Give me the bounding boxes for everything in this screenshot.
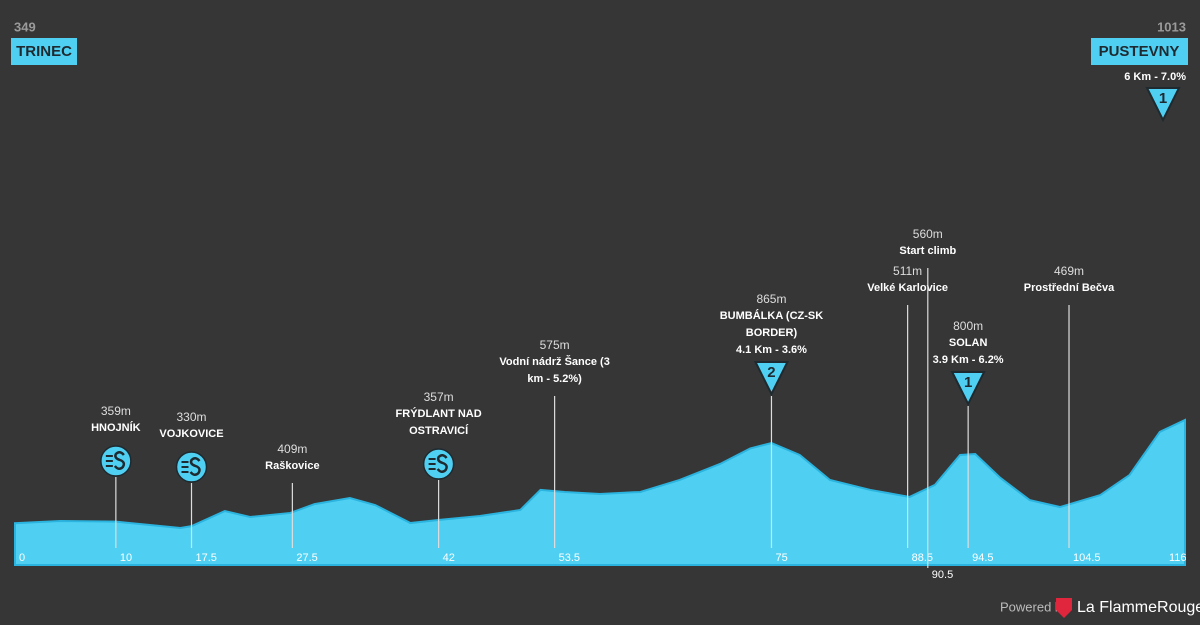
waypoint-elevation: 469m xyxy=(1054,264,1084,278)
waypoint-name: BUMBÁLKA (CZ-SK xyxy=(720,309,824,322)
x-tick-label: 90.5 xyxy=(932,569,953,581)
finish-name: PUSTEVNY xyxy=(1099,43,1180,60)
brand-name: La FlammeRouge xyxy=(1077,599,1200,616)
waypoint-name: km - 5.2%) xyxy=(527,373,582,385)
climb-info: 4.1 Km - 3.6% xyxy=(736,344,807,356)
sprint-icon xyxy=(422,448,455,480)
x-tick-label: 94.5 xyxy=(972,552,993,564)
waypoint-name: Start climb xyxy=(899,245,956,257)
kom-icon xyxy=(753,361,790,397)
sprint-icon-s xyxy=(189,457,201,476)
kom-category: 1 xyxy=(964,374,972,391)
waypoint-elevation: 330m xyxy=(176,410,206,424)
waypoint-elevation: 357m xyxy=(424,390,454,404)
x-tick-label: 10 xyxy=(120,552,132,564)
waypoint-name: FRÝDLANT NAD xyxy=(396,407,482,420)
climb-info: 3.9 Km - 6.2% xyxy=(933,354,1004,366)
powered-by: Powered by xyxy=(1000,599,1069,614)
sprint-icon xyxy=(175,451,208,483)
waypoint-name: BORDER) xyxy=(746,327,798,339)
x-tick-label: 0 xyxy=(19,552,25,564)
kom-icon xyxy=(950,371,986,407)
waypoint-name: HNOJNÍK xyxy=(91,421,141,434)
waypoint-name: OSTRAVICÍ xyxy=(409,424,469,437)
start-name: TRINEC xyxy=(16,43,72,60)
waypoint-elevation: 575m xyxy=(540,338,570,352)
finish-climb: 6 Km - 7.0% xyxy=(1124,71,1186,83)
sprint-icon-s xyxy=(436,454,448,473)
x-tick-label: 42 xyxy=(443,552,455,564)
x-tick-label: 75 xyxy=(775,552,787,564)
sprint-icon-s xyxy=(113,451,126,470)
waypoint-name: Vodní nádrž Šance (3 xyxy=(499,355,609,368)
waypoint-name: Raškovice xyxy=(265,460,319,472)
elevation-area xyxy=(14,418,1186,566)
x-tick-label: 88.5 xyxy=(912,552,933,564)
waypoint-name: VOJKOVICE xyxy=(159,428,223,440)
start-elevation: 349 xyxy=(14,19,36,34)
waypoint-elevation: 359m xyxy=(101,404,131,418)
waypoint-elevation: 560m xyxy=(913,227,943,241)
kom-category: 2 xyxy=(767,364,775,381)
waypoint-elevation: 800m xyxy=(953,319,983,333)
brand-logo xyxy=(1056,598,1072,618)
finish-box xyxy=(1091,38,1188,65)
x-tick-label: 104.5 xyxy=(1073,552,1101,564)
start-box xyxy=(11,38,77,65)
waypoint-name: Prostřední Bečva xyxy=(1024,282,1115,294)
x-tick-label: 27.5 xyxy=(296,552,317,564)
waypoint-name: SOLAN xyxy=(949,337,988,349)
waypoint-elevation: 865m xyxy=(756,292,786,306)
x-tick-label: 53.5 xyxy=(559,552,580,564)
sprint-icon xyxy=(100,445,132,477)
waypoint-name: Velké Karlovice xyxy=(867,282,948,294)
waypoint-elevation: 511m xyxy=(893,264,922,278)
x-tick-label: 17.5 xyxy=(196,552,217,564)
kom-icon xyxy=(1145,87,1181,123)
finish-elevation: 1013 xyxy=(1157,19,1186,34)
waypoint-elevation: 409m xyxy=(277,442,307,456)
x-tick-label: 116 xyxy=(1169,552,1187,564)
kom-category: 1 xyxy=(1159,90,1167,107)
